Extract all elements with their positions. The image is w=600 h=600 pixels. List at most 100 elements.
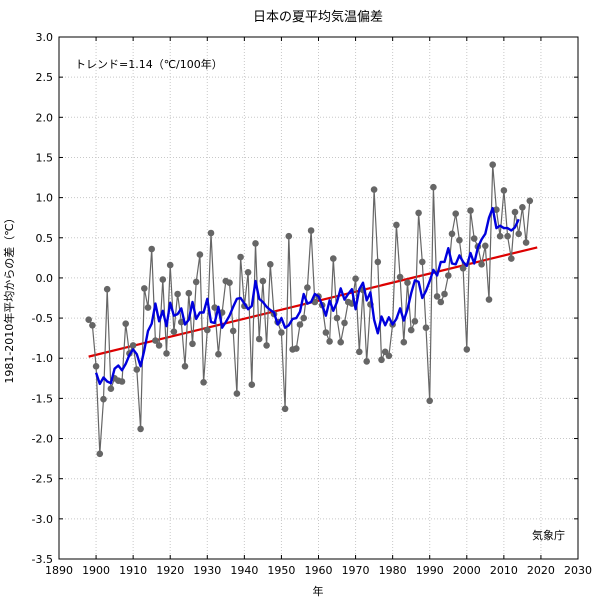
annual-point — [504, 232, 511, 240]
annual-point — [463, 346, 471, 353]
annual-point — [330, 255, 337, 262]
annual-point — [433, 293, 441, 300]
grid — [59, 37, 578, 559]
annual-point — [445, 272, 452, 279]
annual-point — [122, 320, 129, 328]
annual-point — [333, 314, 341, 322]
annual-point — [255, 335, 263, 343]
annual-point — [89, 322, 96, 329]
x-tick-label: 1940 — [230, 564, 258, 577]
annual-point — [229, 327, 237, 335]
annual-point — [144, 304, 152, 311]
source-label: 気象庁 — [532, 528, 565, 542]
annual-point — [448, 230, 456, 238]
x-axis-title: 年 — [313, 584, 324, 598]
annual-point — [326, 338, 333, 345]
annual-point — [478, 261, 485, 268]
x-tick-label: 1920 — [156, 564, 184, 577]
annual-point — [493, 206, 500, 213]
annual-point — [393, 221, 400, 229]
annual-point — [155, 342, 163, 349]
annual-point — [307, 227, 315, 234]
annual-point — [430, 183, 437, 191]
annual-point — [456, 236, 463, 244]
annual-point — [452, 210, 460, 217]
annual-point — [85, 316, 92, 324]
annual-point — [374, 258, 382, 266]
annual-point — [170, 328, 178, 336]
annual-point — [103, 285, 111, 293]
axis-ticks: 1890 1900 1910 1920 1930 1940 1950 1960 1970 1980… — [32, 31, 592, 577]
annual-point — [404, 279, 411, 287]
annual-point — [470, 235, 478, 242]
annual-point — [252, 240, 259, 247]
annual-point — [415, 209, 422, 217]
x-tick-label: 1900 — [82, 564, 110, 577]
y-tick-label: 2.5 — [36, 71, 54, 84]
annual-point — [215, 350, 222, 358]
annual-point — [485, 296, 493, 303]
annual-point — [285, 232, 293, 240]
annual-point — [441, 290, 448, 298]
x-tick-label: 1910 — [119, 564, 147, 577]
annual-point — [522, 239, 530, 246]
y-tick-label: 0.5 — [36, 232, 54, 245]
annual-point — [341, 319, 348, 327]
annual-point — [248, 381, 256, 389]
annual-point — [204, 326, 211, 334]
annual-point — [363, 358, 371, 365]
annual-point — [148, 245, 155, 253]
moving-average-group — [94, 206, 520, 386]
y-tick-label: -1.0 — [32, 352, 53, 365]
annual-point — [519, 204, 526, 211]
annual-line — [88, 164, 531, 454]
annual-point — [378, 356, 385, 364]
x-tick-label: 2010 — [490, 564, 518, 577]
annual-point — [129, 342, 137, 349]
annual-point — [263, 342, 270, 349]
annual-point — [192, 278, 200, 286]
x-tick-label: 2020 — [527, 564, 555, 577]
annual-point — [189, 340, 196, 348]
annual-point — [508, 255, 515, 262]
annual-point — [226, 279, 233, 287]
annual-point — [207, 229, 215, 237]
annual-point — [511, 208, 519, 216]
annual-point — [396, 273, 404, 281]
plot-frame — [58, 36, 579, 560]
annual-point — [159, 276, 167, 283]
annual-point — [459, 265, 467, 272]
annual-point — [166, 261, 174, 269]
y-tick-label: -3.5 — [32, 553, 53, 566]
x-tick-label: 1960 — [305, 564, 333, 577]
annual-point — [322, 329, 330, 336]
annual-point — [515, 230, 522, 238]
y-tick-label: 2.0 — [36, 111, 54, 124]
annual-point — [526, 197, 534, 205]
y-tick-label: 0.0 — [36, 272, 54, 285]
annual-point — [385, 352, 393, 360]
y-tick-label: 1.5 — [36, 151, 54, 164]
annual-point — [467, 207, 474, 214]
annual-point — [174, 290, 181, 298]
annual-point — [92, 363, 100, 370]
annual-point — [426, 397, 434, 405]
x-tick-label: 1990 — [416, 564, 444, 577]
annual-point — [259, 277, 267, 285]
annual-point — [196, 251, 204, 258]
annual-point — [118, 378, 126, 385]
annual-point — [281, 405, 289, 413]
annual-point — [300, 314, 308, 322]
y-tick-label: -3.0 — [32, 513, 53, 526]
annual-point — [400, 338, 408, 346]
annual-point — [337, 338, 345, 346]
annual-point — [96, 450, 104, 458]
annual-point — [296, 321, 304, 328]
y-tick-label: -1.5 — [32, 392, 53, 405]
annual-point — [181, 363, 189, 370]
annual-point — [278, 329, 285, 336]
x-tick-label: 1950 — [267, 564, 295, 577]
annual-point — [185, 289, 193, 297]
annual-point — [237, 253, 244, 261]
